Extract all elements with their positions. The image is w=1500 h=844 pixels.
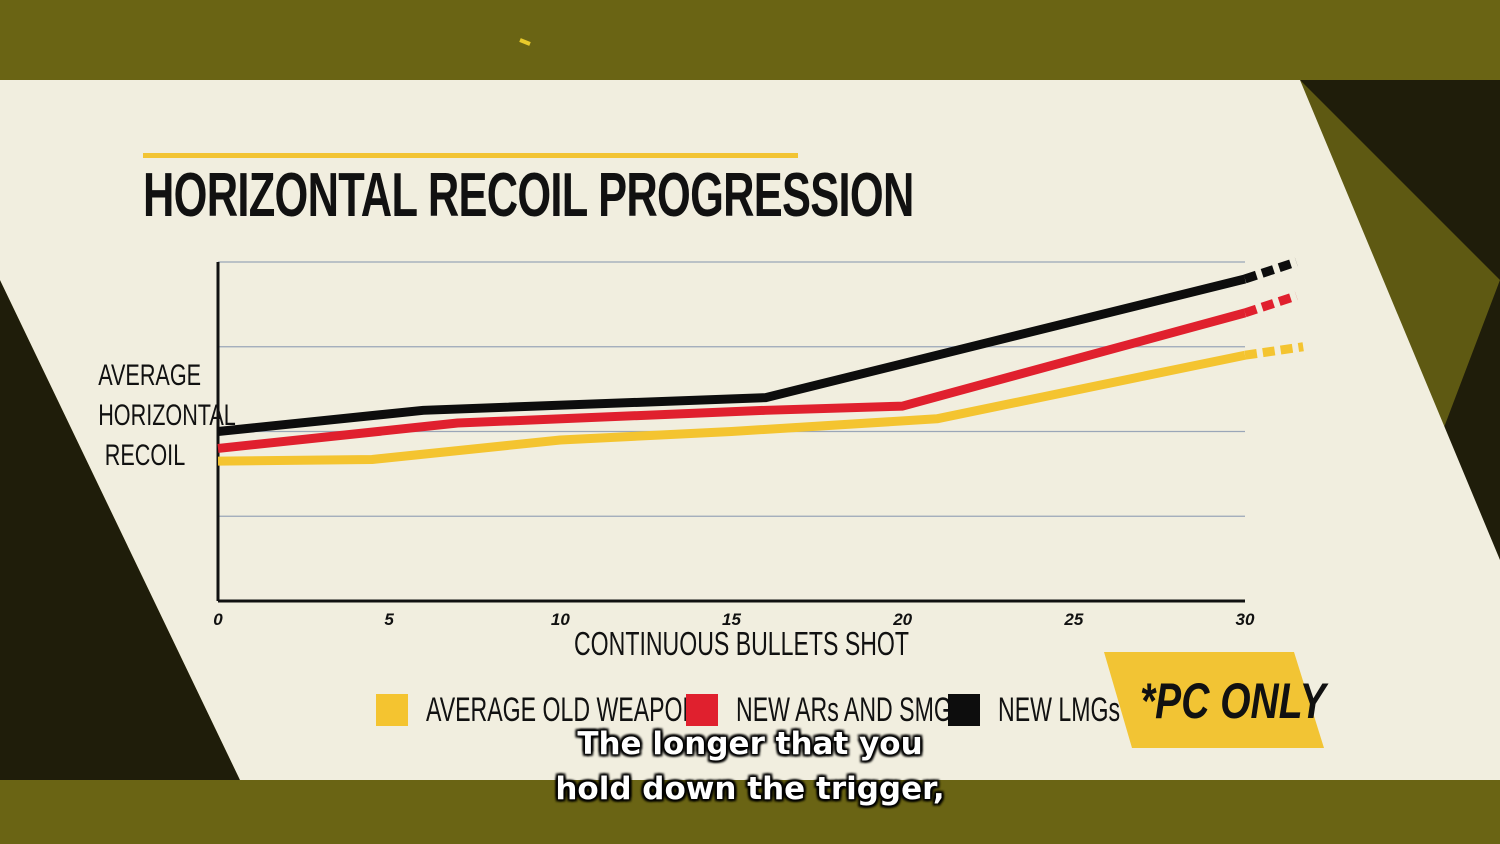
x-tick-label: 10 <box>551 610 570 629</box>
series-lines <box>217 257 1304 466</box>
legend-swatch-yellow <box>376 694 408 726</box>
pc-only-badge <box>1104 652 1324 748</box>
series-extension-1 <box>1243 291 1298 318</box>
x-tick-label: 0 <box>213 610 223 629</box>
x-tick-label: 20 <box>892 610 912 629</box>
legend-swatch-black <box>948 694 980 726</box>
x-tick-label: 30 <box>1236 610 1255 629</box>
legend-label: NEW ARs AND SMGs <box>736 690 964 729</box>
legend-label: AVERAGE OLD WEAPONS <box>426 690 715 729</box>
legend-swatch-red <box>686 694 718 726</box>
chart-title: HORIZONTAL RECOIL PROGRESSION <box>143 161 914 230</box>
subtitle-line-2: hold down the trigger, <box>555 771 945 807</box>
x-tick-label: 25 <box>1063 610 1083 629</box>
x-tick-label: 15 <box>722 610 741 629</box>
legend-item-old-weapons: AVERAGE OLD WEAPONS <box>376 690 850 730</box>
legend-item-new-lmgs: NEW LMGs <box>948 690 1177 730</box>
x-tick-labels: 0 5 10 15 20 25 30 <box>213 610 1255 629</box>
title-accent-bar <box>143 153 798 158</box>
x-tick-label: 5 <box>384 610 394 629</box>
legend-item-new-ars-smgs: NEW ARs AND SMGs <box>686 690 1070 730</box>
series-line-0 <box>217 350 1246 466</box>
pc-only-text: *PC ONLY <box>1140 673 1326 729</box>
series-line-1 <box>217 308 1247 453</box>
x-axis-label: CONTINUOUS BULLETS SHOT <box>574 625 910 662</box>
y-axis-label: AVERAGE HORIZONTAL RECOIL <box>98 359 236 472</box>
subtitle-line-1: The longer that you <box>577 726 923 762</box>
series-extension-0 <box>1244 342 1304 360</box>
series-line-2 <box>217 274 1247 436</box>
legend-label: NEW LMGs <box>998 690 1121 729</box>
series-extension-2 <box>1243 257 1298 284</box>
